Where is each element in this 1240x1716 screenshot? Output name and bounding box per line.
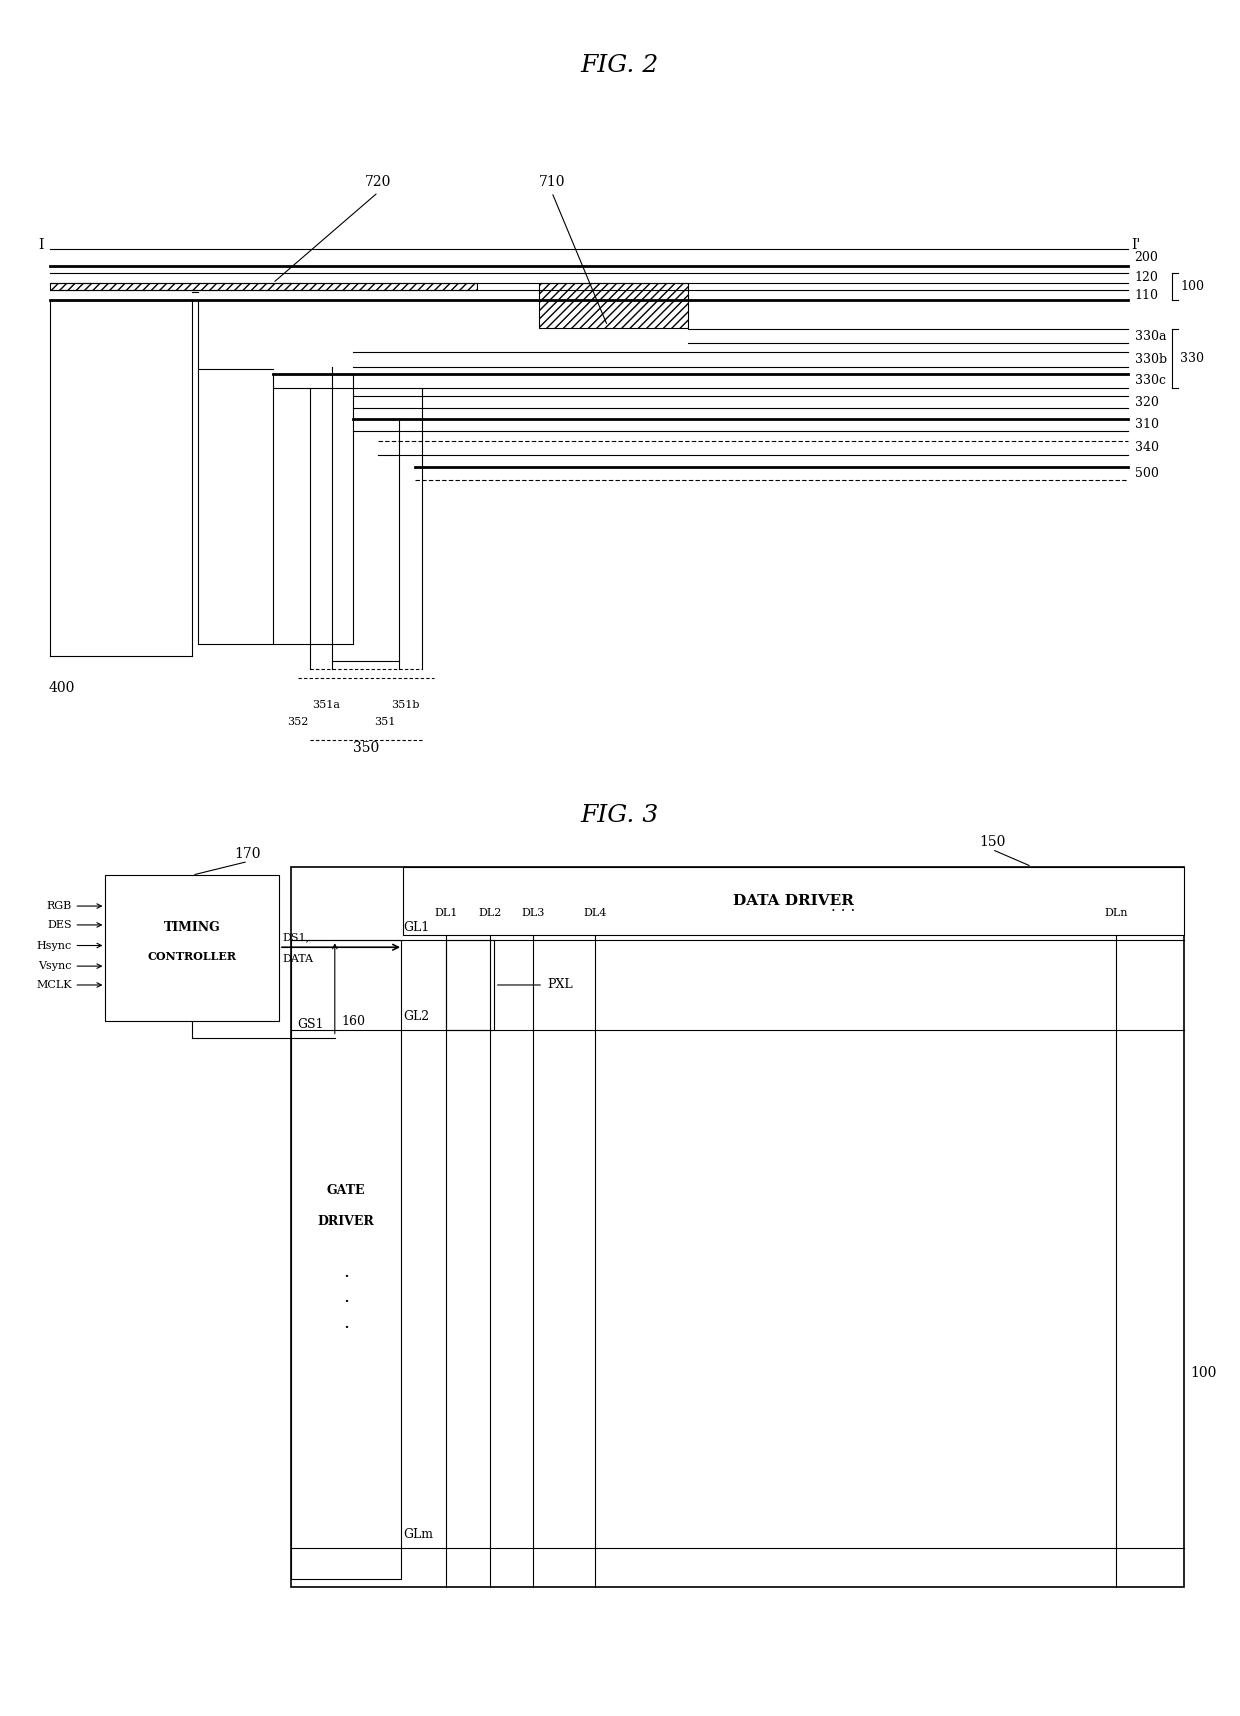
Text: · · ·: · · ·: [831, 904, 856, 918]
Text: 200: 200: [1135, 251, 1158, 264]
Text: 330b: 330b: [1135, 353, 1167, 366]
Text: 330: 330: [1180, 352, 1204, 366]
Bar: [291, 867, 1184, 1587]
Text: 330c: 330c: [1135, 374, 1166, 388]
Text: 330a: 330a: [1135, 329, 1166, 343]
Text: DL4: DL4: [584, 908, 606, 918]
Text: DLn: DLn: [1105, 908, 1127, 918]
Text: 720: 720: [365, 175, 392, 189]
Text: 310: 310: [1135, 419, 1158, 431]
Text: 170: 170: [234, 848, 262, 861]
Text: DL1: DL1: [435, 908, 458, 918]
Text: DS1,: DS1,: [283, 932, 310, 942]
Text: ·: ·: [343, 1320, 348, 1337]
Text: GS1: GS1: [298, 1018, 324, 1031]
Bar: [446, 940, 494, 1030]
Text: 320: 320: [1135, 396, 1158, 408]
Bar: [539, 283, 688, 328]
Text: 150: 150: [980, 836, 1006, 849]
Text: 710: 710: [538, 175, 565, 189]
Text: 500: 500: [1135, 467, 1158, 480]
Text: DATA: DATA: [283, 954, 314, 964]
Text: 351a: 351a: [312, 700, 340, 710]
Text: Hsync: Hsync: [37, 940, 72, 951]
Text: DRIVER: DRIVER: [317, 1215, 374, 1229]
Text: DES: DES: [47, 920, 72, 930]
Text: TIMING: TIMING: [164, 921, 221, 934]
Text: 351: 351: [373, 717, 396, 728]
Text: Vsync: Vsync: [38, 961, 72, 971]
Text: ·: ·: [343, 1294, 348, 1311]
Text: I: I: [38, 239, 43, 252]
Text: GATE: GATE: [326, 1184, 366, 1198]
Text: 400: 400: [48, 681, 76, 695]
Text: DL2: DL2: [479, 908, 501, 918]
Text: 352: 352: [286, 717, 309, 728]
Text: 120: 120: [1135, 271, 1158, 285]
Text: 351b: 351b: [392, 700, 419, 710]
Bar: [105, 875, 279, 1021]
Text: GLm: GLm: [403, 1527, 433, 1541]
Text: 340: 340: [1135, 441, 1158, 455]
Text: 110: 110: [1135, 288, 1158, 302]
Text: GL1: GL1: [403, 920, 429, 934]
Text: 350: 350: [352, 741, 379, 755]
Text: I': I': [1131, 239, 1140, 252]
Text: 100: 100: [1190, 1366, 1216, 1380]
Bar: [50, 283, 477, 290]
Text: 160: 160: [341, 1014, 365, 1028]
Text: ·: ·: [343, 1268, 348, 1285]
Text: MCLK: MCLK: [36, 980, 72, 990]
Text: GL2: GL2: [403, 1009, 429, 1023]
Text: DL3: DL3: [522, 908, 544, 918]
Text: CONTROLLER: CONTROLLER: [148, 951, 237, 963]
Text: DATA DRIVER: DATA DRIVER: [733, 894, 854, 908]
Bar: [291, 940, 401, 1579]
Text: FIG. 3: FIG. 3: [580, 803, 660, 827]
Bar: [403, 867, 1184, 935]
Text: 100: 100: [1180, 280, 1204, 293]
Text: RGB: RGB: [47, 901, 72, 911]
Text: FIG. 2: FIG. 2: [580, 53, 660, 77]
Text: PXL: PXL: [547, 978, 573, 992]
